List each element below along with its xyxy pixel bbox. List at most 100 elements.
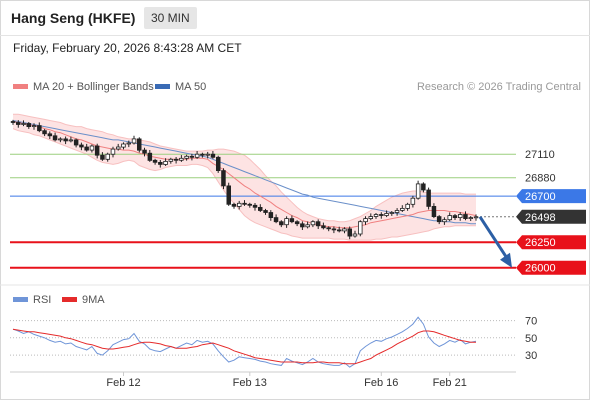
candle [373, 213, 379, 219]
candle-body [305, 224, 310, 228]
candle-body [426, 189, 431, 207]
candle-body [468, 217, 473, 220]
candle-body [336, 229, 342, 232]
level-tag-text-26250: 26250 [525, 237, 556, 249]
moving-averages [12, 120, 477, 229]
candle [142, 147, 147, 157]
ma20-line [12, 121, 477, 229]
candle-body [405, 203, 410, 209]
candle [289, 215, 295, 224]
candle [242, 200, 247, 206]
level-tag-bg-26000 [516, 260, 586, 275]
candle-body [63, 138, 68, 142]
candle-body [410, 197, 416, 205]
candle [73, 138, 79, 148]
candle [357, 220, 363, 237]
candle-body [79, 144, 84, 148]
candle-body [100, 154, 105, 160]
rsi-tick-50: 50 [525, 333, 537, 345]
level-label-27110: 27110 [525, 149, 555, 161]
candle [10, 119, 16, 125]
x-label-Feb 21: Feb 21 [433, 377, 467, 389]
bollinger-upper-line [13, 113, 476, 223]
candle-body [194, 153, 200, 158]
level-tag-bg-26498 [516, 209, 586, 224]
candle-body [15, 122, 21, 125]
level-tag-bg-26700 [516, 189, 586, 204]
candle-body [10, 121, 16, 123]
rsi-tick-70: 70 [525, 316, 537, 328]
candle [152, 158, 158, 165]
candle [121, 142, 126, 150]
candle [200, 152, 205, 158]
candle [163, 158, 168, 166]
candle-body [357, 221, 363, 235]
candle [221, 168, 226, 190]
candle-body [131, 138, 137, 144]
candle-body [210, 153, 216, 158]
candle-body [389, 212, 395, 214]
candle-body [415, 183, 421, 199]
candle [131, 135, 137, 145]
candle-body [400, 207, 405, 211]
candle [210, 151, 216, 159]
candle [68, 136, 74, 143]
candle [310, 220, 316, 228]
main-legend: MA 20 + Bollinger Bands MA 50 Research ©… [13, 81, 581, 93]
candle [347, 226, 352, 240]
candle-body [289, 218, 295, 223]
ma50-legend-label: MA 50 [175, 81, 206, 93]
candle-body [257, 206, 263, 211]
candle-body [31, 125, 37, 127]
candle-body [268, 212, 274, 218]
candle [426, 187, 431, 210]
candle-body [379, 214, 384, 216]
arrow-head [500, 252, 512, 268]
arrow-shaft [478, 215, 510, 261]
candle-body [205, 153, 210, 156]
candle-body [73, 139, 79, 146]
candle [447, 212, 452, 222]
level-label-26880: 26880 [525, 173, 556, 185]
candle [15, 120, 21, 128]
candle [147, 150, 153, 162]
candle [215, 155, 221, 173]
candle [194, 151, 200, 159]
candle-body [236, 202, 242, 207]
candle-body [89, 145, 95, 151]
candle [415, 180, 421, 200]
candle [184, 154, 189, 161]
candle-body [247, 203, 252, 206]
candle-body [284, 218, 289, 226]
candle-body [300, 223, 305, 228]
candle-body [352, 233, 358, 237]
candle [26, 122, 31, 129]
candle-body [363, 218, 368, 223]
level-tag-26498: 26498 [516, 209, 586, 224]
rsi-legend-label: RSI [33, 294, 51, 306]
candle [284, 216, 289, 228]
candle [173, 157, 179, 164]
candle [268, 210, 274, 221]
candle [421, 182, 426, 193]
candle [226, 182, 231, 206]
candle-body [442, 219, 447, 223]
candle-body [473, 216, 479, 219]
rsi-tick-30: 30 [525, 350, 537, 362]
candle [452, 214, 458, 220]
candle [79, 142, 84, 151]
candle-body [273, 217, 279, 223]
rsi-series: 70 50 30 [10, 316, 537, 368]
candle [279, 220, 284, 228]
candle-body [231, 203, 237, 207]
rsi-ma-legend-swatch [62, 297, 77, 302]
candle [305, 221, 310, 229]
candle [384, 210, 389, 218]
candle-body [37, 125, 42, 132]
timeframe-button[interactable]: 30 MIN [144, 7, 197, 29]
candle [58, 137, 63, 143]
candle-body [331, 228, 337, 231]
candle-body [315, 221, 321, 227]
x-label-Feb 16: Feb 16 [364, 377, 398, 389]
